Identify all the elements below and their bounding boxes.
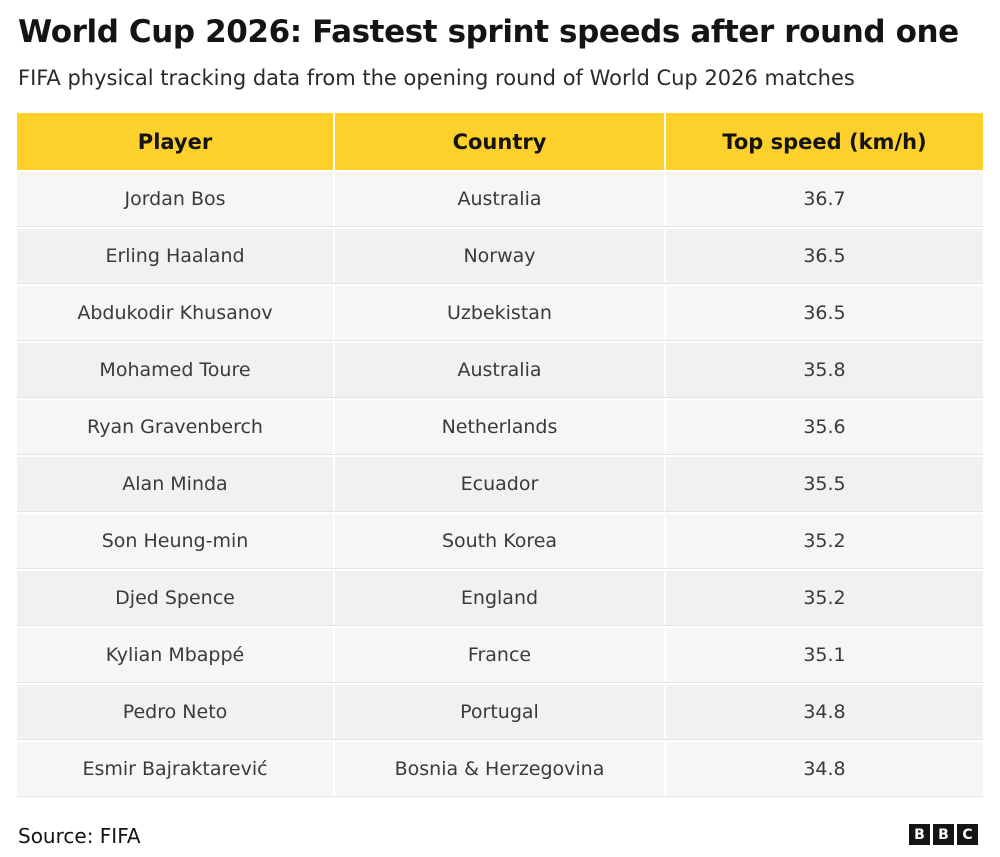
country-cell: Australia — [333, 343, 664, 397]
bbc-logo-letter: B — [933, 824, 954, 845]
top-speed-cell: 35.2 — [664, 571, 983, 625]
chart-title: World Cup 2026: Fastest sprint speeds af… — [18, 14, 959, 50]
table-row: Kylian Mbappé France 35.1 — [17, 626, 983, 683]
table-row: Abdukodir Khusanov Uzbekistan 36.5 — [17, 284, 983, 341]
top-speed-cell: 35.6 — [664, 400, 983, 454]
source-note: Source: FIFA — [18, 824, 141, 848]
table-row: Ryan Gravenberch Netherlands 35.6 — [17, 398, 983, 455]
top-speed-cell: 35.8 — [664, 343, 983, 397]
player-cell: Pedro Neto — [122, 701, 228, 723]
country-cell: Norway — [333, 229, 664, 283]
player-cell: Djed Spence — [115, 587, 235, 609]
speed-table: Player Country Top speed (km/h) Jordan B… — [17, 113, 983, 797]
table-row: Erling Haaland Norway 36.5 — [17, 227, 983, 284]
country-cell: South Korea — [333, 514, 664, 568]
table-row: Alan Minda Ecuador 35.5 — [17, 455, 983, 512]
player-cell: Mohamed Toure — [99, 359, 251, 381]
chart-subtitle: FIFA physical tracking data from the ope… — [18, 66, 855, 90]
top-speed-cell: 34.8 — [664, 685, 983, 739]
table-row: Son Heung-min South Korea 35.2 — [17, 512, 983, 569]
country-cell: Portugal — [333, 685, 664, 739]
table-body: Jordan Bos Australia 36.7 Erling Haaland Nor… — [17, 170, 983, 797]
top-speed-cell: 36.5 — [664, 286, 983, 340]
player-cell: Son Heung-min — [101, 530, 249, 552]
top-speed-cell: 36.7 — [664, 172, 983, 226]
country-cell: England — [333, 571, 664, 625]
bbc-logo-letter: C — [957, 824, 978, 845]
top-speed-cell: 35.1 — [664, 628, 983, 682]
player-cell: Abdukodir Khusanov — [77, 302, 273, 324]
player-cell: Erling Haaland — [105, 245, 245, 267]
top-speed-cell: 35.5 — [664, 457, 983, 511]
table-row: Jordan Bos Australia 36.7 — [17, 170, 983, 227]
country-cell: Australia — [333, 172, 664, 226]
country-cell: Netherlands — [333, 400, 664, 454]
player-cell: Esmir Bajraktarević — [82, 758, 268, 780]
bbc-logo: B B C — [909, 824, 978, 845]
column-header-player: Player — [137, 129, 213, 154]
top-speed-cell: 35.2 — [664, 514, 983, 568]
country-cell: France — [333, 628, 664, 682]
bbc-logo-letter: B — [909, 824, 930, 845]
player-cell: Kylian Mbappé — [105, 644, 245, 666]
player-cell: Ryan Gravenberch — [87, 416, 263, 438]
table-header-row: Player Country Top speed (km/h) — [17, 113, 983, 170]
country-cell: Ecuador — [333, 457, 664, 511]
table-row: Mohamed Toure Australia 35.8 — [17, 341, 983, 398]
country-cell: Bosnia & Herzegovina — [333, 742, 664, 796]
table-row: Pedro Neto Portugal 34.8 — [17, 683, 983, 740]
top-speed-cell: 34.8 — [664, 742, 983, 796]
column-header-top-speed: Top speed (km/h) — [664, 113, 983, 170]
country-cell: Uzbekistan — [333, 286, 664, 340]
top-speed-cell: 36.5 — [664, 229, 983, 283]
table-row: Djed Spence England 35.2 — [17, 569, 983, 626]
player-cell: Jordan Bos — [124, 188, 226, 210]
table-row: Esmir Bajraktarević Bosnia & Herzegovina 3… — [17, 740, 983, 797]
player-cell: Alan Minda — [122, 473, 228, 495]
column-header-country: Country — [333, 113, 664, 170]
